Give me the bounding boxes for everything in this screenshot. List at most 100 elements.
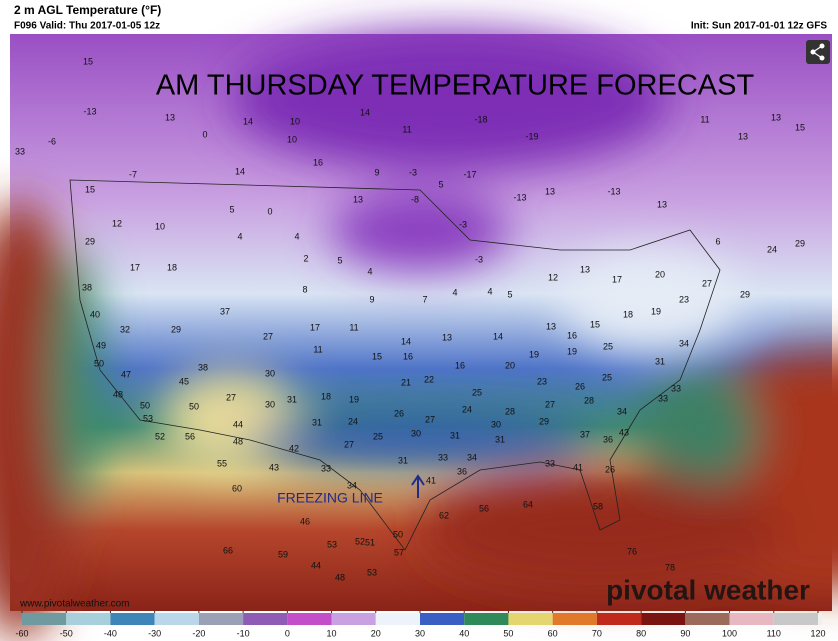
colorbar-tick-label: 110: [767, 628, 781, 638]
colorbar-segment: [287, 613, 332, 625]
temperature-label: 33: [658, 393, 668, 403]
temperature-label: 6: [715, 236, 720, 246]
temperature-label: 4: [294, 231, 299, 241]
temperature-label: 25: [373, 431, 383, 441]
temperature-label: -7: [129, 169, 137, 179]
temperature-label: -18: [474, 114, 487, 124]
temperature-label: 34: [679, 338, 689, 348]
temperature-label: 13: [165, 112, 175, 122]
temperature-label: 11: [313, 344, 322, 354]
temperature-label: 23: [679, 294, 689, 304]
temperature-label: 55: [217, 458, 227, 468]
temperature-label: 9: [374, 167, 379, 177]
temperature-label: 10: [155, 221, 165, 231]
colorbar-tick-label: 40: [459, 628, 469, 638]
temperature-label: 53: [143, 413, 153, 423]
colorbar-segment: [66, 613, 111, 625]
temperature-label: 10: [290, 116, 300, 126]
temperature-label: 25: [472, 387, 482, 397]
temperature-label: 53: [367, 567, 377, 577]
temperature-label: 25: [602, 372, 612, 382]
temperature-label: 31: [398, 455, 408, 465]
temperature-label: -13: [83, 106, 96, 116]
temperature-label: 33: [15, 146, 25, 156]
temperature-label: 13: [738, 131, 748, 141]
temperature-label: 15: [590, 319, 600, 329]
temperature-label: 50: [140, 400, 150, 410]
temperature-label: 29: [740, 289, 750, 299]
temperature-label: 76: [627, 546, 637, 556]
temperature-label: 17: [612, 274, 622, 284]
overlay-title: AM THURSDAY TEMPERATURE FORECAST: [156, 70, 755, 102]
colorbar-tick-label: -10: [237, 628, 250, 638]
temperature-label: 26: [575, 381, 585, 391]
temperature-label: 11: [402, 124, 411, 134]
temperature-label: 37: [220, 306, 230, 316]
temperature-label: 27: [702, 278, 712, 288]
temperature-label: 20: [655, 269, 665, 279]
temperature-label: 51: [365, 537, 375, 547]
temperature-label: 42: [289, 443, 299, 453]
temperature-label: 17: [130, 262, 140, 272]
temperature-label: 16: [567, 330, 577, 340]
temperature-label: 52: [355, 536, 365, 546]
temperature-label: 5: [337, 255, 342, 265]
colorbar-tick-label: 100: [722, 628, 737, 638]
temperature-label: 50: [189, 401, 199, 411]
temperature-label: 4: [237, 231, 242, 241]
temperature-label: 30: [491, 419, 501, 429]
colorbar-tick-label: 30: [415, 628, 425, 638]
init-time: Init: Sun 2017-01-01 12z GFS: [691, 21, 827, 32]
temperature-label: 45: [179, 376, 189, 386]
temperature-label: 52: [155, 431, 165, 441]
temperature-label: -17: [463, 169, 476, 179]
colorbar-segment: [818, 613, 822, 625]
temperature-label: 5: [507, 289, 512, 299]
temperature-label: 34: [617, 406, 627, 416]
colorbar-segment: [508, 613, 553, 625]
temperature-label: 8: [302, 284, 307, 294]
temperature-label: 11: [349, 322, 358, 332]
temperature-label: 14: [235, 166, 245, 176]
temperature-label: 12: [112, 218, 122, 228]
temperature-label: 78: [665, 562, 675, 572]
temperature-label: 27: [344, 439, 354, 449]
temperature-label: 34: [467, 452, 477, 462]
temperature-label: 37: [580, 429, 590, 439]
temperature-label: 25: [603, 341, 613, 351]
temperature-blobs: [0, 30, 838, 640]
colorbar-tick-label: 80: [636, 628, 646, 638]
temperature-label: -3: [475, 254, 483, 264]
temperature-label: 33: [321, 463, 331, 473]
temperature-label: 48: [113, 389, 123, 399]
temperature-label: 29: [795, 238, 805, 248]
share-button[interactable]: [806, 40, 830, 64]
colorbar-segment: [154, 613, 199, 625]
temperature-label: 15: [795, 122, 805, 132]
colorbar-segment: [464, 613, 509, 625]
valid-time: F096 Valid: Thu 2017-01-05 12z: [14, 21, 160, 32]
temperature-label: 27: [425, 414, 435, 424]
temperature-label: 13: [580, 264, 590, 274]
colorbar-segment: [110, 613, 155, 625]
temperature-label: 59: [278, 549, 288, 559]
colorbar-tick-label: -50: [60, 628, 73, 638]
colorbar: -60 -50 -40 -30 -20 -10 0 10 20 30 40 50 60 70 80 90 100…: [15, 611, 826, 638]
temperature-label: 33: [438, 452, 448, 462]
temperature-label: 57: [394, 547, 404, 557]
temperature-label: 56: [185, 431, 195, 441]
freezing-line-label: FREEZING LINE: [277, 490, 383, 506]
temperature-label: 33: [671, 383, 681, 393]
temperature-label: 43: [269, 462, 279, 472]
temperature-label: 41: [426, 475, 436, 485]
temperature-label: 0: [267, 206, 272, 216]
temperature-label: 29: [539, 416, 549, 426]
temperature-label: -3: [409, 167, 417, 177]
temperature-label: 36: [603, 434, 613, 444]
temperature-label: 15: [372, 351, 382, 361]
temperature-label: -6: [48, 136, 56, 146]
colorbar-segment: [331, 613, 376, 625]
colorbar-tick-label: -60: [15, 628, 28, 638]
colorbar-tick-label: 0: [285, 628, 290, 638]
temperature-label: 18: [167, 262, 177, 272]
